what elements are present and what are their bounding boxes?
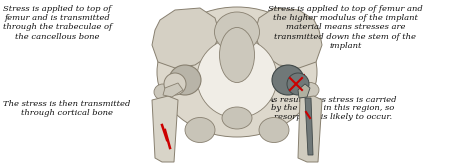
Ellipse shape [164, 73, 186, 95]
Ellipse shape [215, 12, 259, 52]
Polygon shape [305, 98, 313, 155]
Ellipse shape [222, 107, 252, 129]
Text: The stress is then transmitted
through cortical bone: The stress is then transmitted through c… [3, 100, 130, 117]
Polygon shape [254, 8, 322, 68]
Polygon shape [298, 84, 310, 98]
Ellipse shape [219, 28, 255, 82]
Text: Stress is applied to top of femur and
the higher modulus of the implant
material: Stress is applied to top of femur and th… [268, 5, 423, 50]
Ellipse shape [287, 73, 309, 95]
Ellipse shape [154, 84, 172, 100]
Polygon shape [298, 96, 322, 162]
Ellipse shape [157, 7, 317, 137]
Text: Stress is applied to top of
femur and is transmitted
through the trabeculae of
t: Stress is applied to top of femur and is… [3, 5, 112, 41]
Polygon shape [152, 96, 178, 162]
Ellipse shape [185, 118, 215, 142]
Ellipse shape [259, 118, 289, 142]
Polygon shape [152, 8, 220, 68]
Ellipse shape [272, 65, 304, 95]
Polygon shape [163, 83, 183, 97]
Ellipse shape [301, 82, 319, 98]
Ellipse shape [197, 38, 277, 118]
Ellipse shape [169, 65, 201, 95]
Text: As result, less stress is carried
by the bone in this region, so
resorption is l: As result, less stress is carried by the… [268, 95, 398, 121]
